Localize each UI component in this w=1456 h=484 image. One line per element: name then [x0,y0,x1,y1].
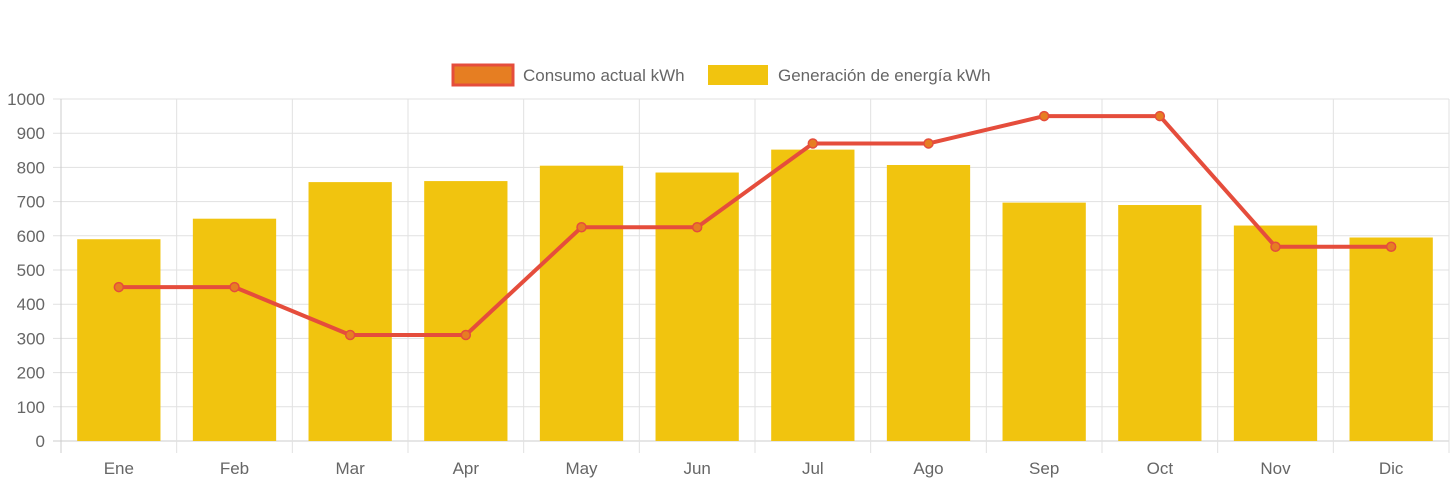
bar-generacion[interactable] [1002,202,1086,441]
bar-generacion[interactable] [1349,237,1433,441]
legend-item-consumo[interactable]: Consumo actual kWh [451,63,685,87]
point-consumo[interactable] [229,281,240,293]
point-consumo[interactable] [1154,110,1166,122]
bar-generacion[interactable] [539,165,624,441]
bar-generacion[interactable] [77,239,161,441]
line-series [113,110,1397,341]
legend[interactable]: Consumo actual kWh Generación de energía… [451,63,991,87]
x-tick-label: Dic [1379,459,1404,478]
point-consumo[interactable] [576,222,587,233]
bar-generacion[interactable] [308,182,392,441]
x-tick-label: Oct [1147,459,1174,478]
legend-swatch-generacion [708,65,768,85]
legend-label-consumo: Consumo actual kWh [523,66,685,85]
y-tick-label: 700 [17,193,45,212]
legend-label-generacion: Generación de energía kWh [778,66,991,85]
point-consumo[interactable] [344,329,356,341]
grid [53,98,1450,453]
x-tick-label: Sep [1029,459,1059,478]
x-tick-label: Nov [1260,459,1291,478]
bar-generacion[interactable] [1233,225,1318,441]
point-consumo[interactable] [113,281,125,293]
point-consumo[interactable] [460,329,472,341]
bar-generacion[interactable] [655,172,739,441]
bar-generacion[interactable] [192,218,277,441]
x-tick-label: Jul [802,459,824,478]
y-tick-label: 900 [17,124,45,143]
bar-generacion[interactable] [424,181,508,441]
bar-generacion[interactable] [1118,205,1202,441]
point-consumo[interactable] [923,138,934,149]
x-tick-label: Ago [913,459,943,478]
axes: 0 100 200 300 400 500 600 700 800 900 1000 Ene Feb Ma… [7,90,1404,478]
y-tick-label: 100 [17,398,45,417]
point-consumo[interactable] [1385,241,1397,252]
y-tick-label: 500 [17,261,45,280]
x-tick-label: Jun [683,459,710,478]
legend-swatch-consumo [451,63,515,87]
y-tick-label: 0 [36,432,45,451]
legend-item-generacion[interactable]: Generación de energía kWh [708,65,991,85]
bar-series [77,149,1433,442]
y-tick-label: 200 [17,364,45,383]
point-consumo[interactable] [1270,241,1281,252]
line-consumo [118,114,1392,337]
x-tick-label: Ene [104,459,134,478]
bar-generacion[interactable] [771,149,855,441]
y-tick-label: 1000 [7,90,45,109]
y-tick-label: 400 [17,295,45,314]
x-tick-label: Apr [453,459,480,478]
y-tick-label: 600 [17,227,45,246]
x-tick-label: Feb [220,459,249,478]
point-consumo[interactable] [807,138,819,149]
point-consumo[interactable] [691,222,703,233]
x-tick-label: Mar [336,459,366,478]
y-tick-label: 800 [17,158,45,177]
x-tick-label: May [565,459,598,478]
bar-generacion[interactable] [886,165,971,442]
point-consumo[interactable] [1038,110,1050,122]
y-tick-label: 300 [17,329,45,348]
